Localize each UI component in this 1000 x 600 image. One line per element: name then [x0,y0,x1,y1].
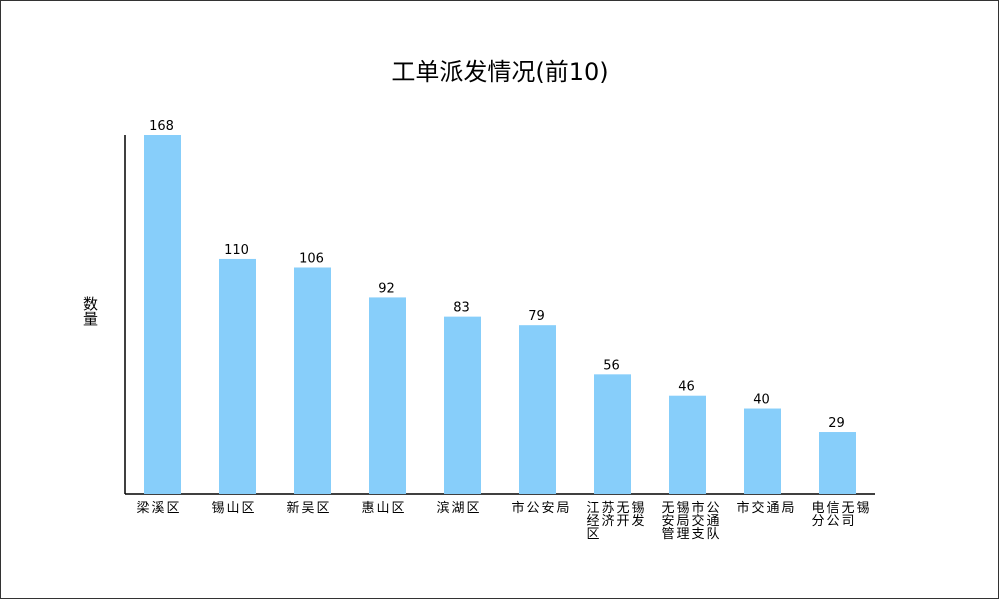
x-tick-label: 惠山区 [362,501,407,516]
value-label: 56 [603,358,620,373]
chart-title: 工单派发情况(前10) [391,58,608,86]
value-label: 40 [753,393,770,408]
value-label: 83 [453,301,470,316]
x-tick-label: 新吴区 [287,500,332,516]
value-label: 92 [378,281,395,296]
x-tick-label: 滨湖区 [437,500,482,516]
value-label: 79 [528,309,545,324]
x-tick-label: 锡山区 [212,501,257,516]
y-axis-label: 数量 [81,296,99,326]
bar [744,408,781,494]
bar [519,325,556,494]
bar [669,395,706,494]
x-tick-label: 梁溪区 [137,501,182,516]
value-label: 46 [678,380,695,395]
value-label: 106 [299,251,324,266]
x-tick-label: 市交通局 [737,500,797,516]
bar [444,316,481,494]
x-tick-label: 无锡市公安局交通管理支队 [662,500,722,542]
bar [219,258,256,494]
bar [294,267,331,494]
value-label: 29 [828,416,845,431]
bar [144,135,181,494]
value-label: 110 [224,243,249,258]
value-label: 168 [149,119,174,134]
x-tick-label: 电信无锡分公司 [812,501,872,529]
x-tick-label: 市公安局 [512,500,572,516]
bar [819,432,856,494]
bar [369,297,406,494]
x-tick-label: 江苏无锡经济开发区 [587,500,647,542]
bar [594,374,631,494]
